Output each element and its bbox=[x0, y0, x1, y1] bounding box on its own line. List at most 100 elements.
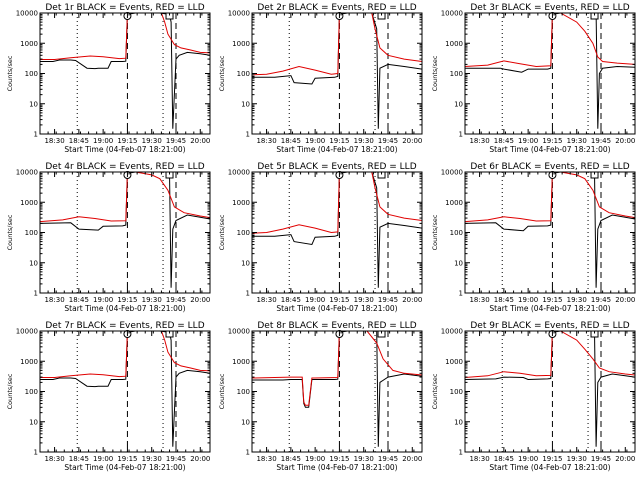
x-tick-label: 19:00 bbox=[305, 455, 325, 463]
x-tick-label: 19:45 bbox=[591, 137, 611, 145]
y-tick-label: 100 bbox=[450, 70, 463, 78]
x-tick-label: 19:15 bbox=[329, 137, 349, 145]
x-axis-label: Start Time (04-Feb-07 18:21:00) bbox=[276, 463, 397, 472]
plot-frame bbox=[464, 12, 636, 135]
y-tick-label: 1000 bbox=[445, 358, 463, 366]
y-tick-label: 10000 bbox=[228, 169, 250, 177]
x-tick-label: 20:00 bbox=[190, 296, 210, 304]
events-series-line bbox=[465, 172, 635, 288]
y-tick-label: 10000 bbox=[16, 10, 38, 18]
series-group bbox=[252, 172, 422, 288]
y-tick-label: 100 bbox=[25, 229, 38, 237]
y-tick-label: 1 bbox=[34, 449, 38, 457]
series-group bbox=[252, 331, 422, 447]
events-series-line bbox=[40, 172, 210, 288]
x-tick-label: 20:00 bbox=[615, 137, 635, 145]
x-tick-label: 18:30 bbox=[44, 455, 64, 463]
y-axis-label: Counts/sec bbox=[6, 55, 14, 91]
x-tick-label: 18:45 bbox=[494, 455, 514, 463]
x-tick-label: 19:45 bbox=[378, 296, 398, 304]
y-tick-label: 10 bbox=[241, 418, 250, 426]
y-tick-label: 10000 bbox=[228, 328, 250, 336]
y-tick-label: 1000 bbox=[445, 199, 463, 207]
x-tick-label: 19:00 bbox=[518, 455, 538, 463]
y-tick-label: 100 bbox=[450, 388, 463, 396]
y-tick-label: 1000 bbox=[20, 40, 38, 48]
lld-series-line bbox=[465, 13, 635, 68]
x-tick-label: 19:45 bbox=[378, 455, 398, 463]
y-tick-label: 1 bbox=[246, 131, 250, 139]
x-tick-label: 18:45 bbox=[69, 455, 89, 463]
x-tick-label: 18:45 bbox=[281, 455, 301, 463]
x-tick-label: 18:45 bbox=[69, 137, 89, 145]
x-tick-label: 19:00 bbox=[518, 296, 538, 304]
x-axis-label: Start Time (04-Feb-07 18:21:00) bbox=[276, 304, 397, 313]
y-tick-label: 10000 bbox=[441, 328, 463, 336]
x-tick-label: 19:30 bbox=[354, 296, 374, 304]
panel-title: Det 8r BLACK = Events, RED = LLD bbox=[257, 321, 416, 331]
y-axis-label: Counts/sec bbox=[218, 373, 226, 409]
x-tick-label: 20:00 bbox=[402, 455, 422, 463]
series-group bbox=[465, 331, 635, 447]
y-tick-label: 1000 bbox=[232, 199, 250, 207]
x-tick-label: 20:00 bbox=[190, 137, 210, 145]
panel-det-7: Det 7r BLACK = Events, RED = LLD 1 10 100 10… bbox=[6, 321, 211, 472]
x-tick-label: 19:15 bbox=[329, 455, 349, 463]
panel-title: Det 1r BLACK = Events, RED = LLD bbox=[45, 3, 204, 13]
panel-det-2: Det 2r BLACK = Events, RED = LLD 1 10 100 10… bbox=[218, 3, 423, 154]
x-tick-label: 19:45 bbox=[378, 137, 398, 145]
x-tick-label: 19:30 bbox=[142, 137, 162, 145]
lld-series-line bbox=[40, 172, 210, 223]
y-tick-label: 10000 bbox=[441, 169, 463, 177]
y-tick-label: 1 bbox=[459, 449, 463, 457]
y-tick-label: 100 bbox=[25, 70, 38, 78]
series-group bbox=[40, 172, 210, 288]
y-tick-label: 10 bbox=[29, 100, 38, 108]
y-axis-label: Counts/sec bbox=[218, 214, 226, 250]
lld-series-line bbox=[40, 331, 210, 378]
x-tick-label: 19:45 bbox=[166, 137, 186, 145]
x-tick-label: 19:15 bbox=[117, 137, 137, 145]
x-axis-label: Start Time (04-Feb-07 18:21:00) bbox=[489, 145, 610, 154]
panel-title: Det 7r BLACK = Events, RED = LLD bbox=[45, 321, 204, 331]
x-tick-label: 19:15 bbox=[329, 296, 349, 304]
lld-series-line bbox=[252, 172, 422, 234]
panel-title: Det 4r BLACK = Events, RED = LLD bbox=[45, 162, 204, 172]
x-tick-label: 19:30 bbox=[567, 296, 587, 304]
y-tick-label: 1000 bbox=[445, 40, 463, 48]
lld-series-line bbox=[465, 172, 635, 223]
x-tick-label: 18:45 bbox=[69, 296, 89, 304]
y-tick-label: 10 bbox=[454, 259, 463, 267]
x-tick-label: 19:15 bbox=[117, 296, 137, 304]
x-tick-label: 20:00 bbox=[402, 296, 422, 304]
x-tick-label: 20:00 bbox=[190, 455, 210, 463]
lld-series-line bbox=[252, 331, 422, 406]
y-axis-label: Counts/sec bbox=[6, 373, 14, 409]
y-tick-label: 10000 bbox=[228, 10, 250, 18]
x-tick-label: 18:30 bbox=[44, 296, 64, 304]
lld-series-line bbox=[40, 13, 210, 60]
y-tick-label: 10 bbox=[454, 100, 463, 108]
y-axis-label: Counts/sec bbox=[6, 214, 14, 250]
y-tick-label: 100 bbox=[237, 229, 250, 237]
x-tick-label: 19:00 bbox=[93, 296, 113, 304]
panel-det-5: Det 5r BLACK = Events, RED = LLD 1 10 100 10… bbox=[218, 162, 423, 313]
x-tick-label: 18:30 bbox=[469, 455, 489, 463]
panel-title: Det 5r BLACK = Events, RED = LLD bbox=[257, 162, 416, 172]
y-tick-label: 100 bbox=[237, 388, 250, 396]
panel-det-8: Det 8r BLACK = Events, RED = LLD 1 10 100 10… bbox=[218, 321, 423, 472]
y-tick-label: 10 bbox=[241, 259, 250, 267]
y-tick-label: 1000 bbox=[232, 40, 250, 48]
x-tick-label: 19:15 bbox=[117, 455, 137, 463]
x-tick-label: 18:30 bbox=[469, 296, 489, 304]
y-tick-label: 1000 bbox=[232, 358, 250, 366]
plot-frame bbox=[39, 330, 211, 453]
x-tick-label: 19:30 bbox=[567, 137, 587, 145]
y-tick-label: 1 bbox=[34, 131, 38, 139]
y-tick-label: 10000 bbox=[16, 169, 38, 177]
events-series-line bbox=[252, 13, 422, 129]
plot-frame bbox=[251, 330, 423, 453]
plot-frame bbox=[464, 171, 636, 294]
y-axis-label: Counts/sec bbox=[218, 55, 226, 91]
